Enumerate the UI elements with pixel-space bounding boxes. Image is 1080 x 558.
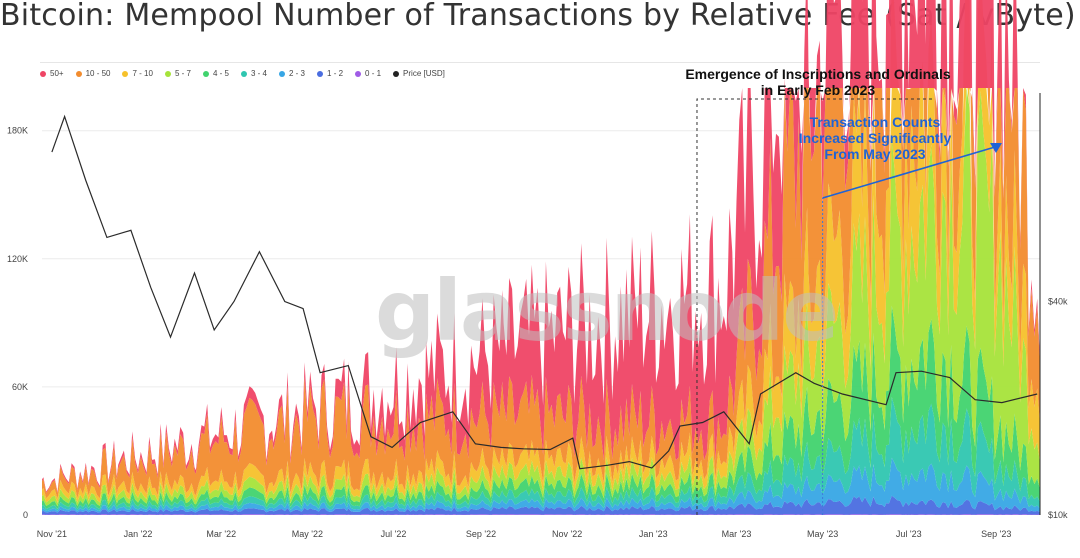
axes: 0 60K 120K 180K $10k $40k Nov '21 Jan '22 Mar '2… bbox=[7, 93, 1068, 539]
legend-dot-icon bbox=[75, 70, 82, 77]
y-left-tick-label: 180K bbox=[7, 126, 28, 136]
legend-item-10-50[interactable]: 10 - 50 bbox=[75, 69, 111, 78]
legend-dot-icon bbox=[164, 70, 171, 77]
annotation-line-3: From May 2023 bbox=[824, 146, 926, 162]
legend-label: Price [USD] bbox=[403, 69, 445, 78]
legend-dot-icon bbox=[279, 70, 285, 77]
legend-item-2-3[interactable]: 2 - 3 bbox=[279, 69, 305, 78]
trend-arrow-line bbox=[822, 146, 996, 199]
area-series-7-10 bbox=[42, 79, 1040, 503]
area-series-5-7 bbox=[42, 88, 1040, 507]
inscriptions-bracket bbox=[696, 98, 935, 515]
legend-dot-icon bbox=[393, 70, 400, 77]
legend-label: 10 - 50 bbox=[85, 69, 111, 78]
legend-label: 3 - 4 bbox=[250, 69, 267, 78]
annotation-line-2: in Early Feb 2023 bbox=[760, 82, 876, 98]
stacked-areas bbox=[42, 0, 1040, 515]
area-series-4-5 bbox=[42, 305, 1040, 509]
y-left-tick-label: 120K bbox=[7, 254, 28, 264]
x-tick-label: Jul '22 bbox=[381, 529, 407, 539]
legend-dot-icon bbox=[355, 70, 362, 77]
legend-item-3-4[interactable]: 3 - 4 bbox=[240, 69, 267, 78]
legend-item-4-5[interactable]: 4 - 5 bbox=[202, 69, 229, 78]
x-tick-label: Nov '21 bbox=[37, 529, 67, 539]
legend-item-5-7[interactable]: 5 - 7 bbox=[164, 69, 191, 78]
annotation-increase: Transaction Counts Increased Significant… bbox=[772, 114, 978, 162]
header-divider bbox=[40, 62, 1040, 63]
legend-label: 4 - 5 bbox=[212, 69, 229, 78]
x-tick-label: May '22 bbox=[292, 529, 323, 539]
y-left-tick-label: 60K bbox=[12, 382, 28, 392]
x-tick-label: Mar '23 bbox=[722, 529, 752, 539]
y-left-tick-label: 0 bbox=[23, 510, 28, 520]
area-series-2-3 bbox=[42, 457, 1040, 513]
legend-label: 50+ bbox=[50, 69, 64, 78]
legend-label: 0 - 1 bbox=[365, 69, 382, 78]
area-series-10-50 bbox=[42, 0, 1040, 499]
price-series-line bbox=[51, 114, 1038, 470]
x-tick-label: Jan '23 bbox=[639, 529, 668, 539]
legend-label: 1 - 2 bbox=[327, 69, 344, 78]
x-tick-label: Jul '23 bbox=[896, 529, 922, 539]
legend-label: 2 - 3 bbox=[289, 69, 306, 78]
x-tick-label: Sep '22 bbox=[466, 529, 496, 539]
legend-item-50plus[interactable]: 50+ bbox=[40, 69, 64, 78]
area-series-0-1 bbox=[42, 514, 1040, 515]
x-tick-label: Jan '22 bbox=[124, 529, 153, 539]
legend-item-0-1[interactable]: 0 - 1 bbox=[355, 69, 381, 78]
legend-dot-icon bbox=[240, 70, 247, 77]
area-series-3-4 bbox=[42, 396, 1040, 511]
x-tick-label: Nov '22 bbox=[552, 529, 582, 539]
legend-dot-icon bbox=[122, 70, 129, 77]
annotation-line-2: Increased Significantly bbox=[798, 130, 952, 146]
legend-dot-icon bbox=[40, 70, 46, 77]
legend-item-1-2[interactable]: 1 - 2 bbox=[317, 69, 343, 78]
legend-dot-icon bbox=[202, 70, 209, 77]
annotation-line-1: Emergence of Inscriptions and Ordinals bbox=[685, 66, 951, 82]
watermark-logo: glassnode bbox=[375, 262, 839, 360]
price-line bbox=[51, 114, 1038, 470]
annotation-lines bbox=[696, 98, 1002, 515]
annotation-line-1: Transaction Counts bbox=[809, 114, 941, 130]
area-series-1-2 bbox=[42, 495, 1040, 515]
y-right-tick-label: $10k bbox=[1048, 510, 1068, 520]
legend-dot-icon bbox=[317, 70, 324, 77]
x-tick-label: May '23 bbox=[807, 529, 838, 539]
trend-arrowhead-icon bbox=[990, 143, 1002, 153]
legend-label: 7 - 10 bbox=[132, 69, 153, 78]
annotation-inscriptions: Emergence of Inscriptions and Ordinals i… bbox=[660, 66, 976, 98]
legend-item-price[interactable]: Price [USD] bbox=[393, 69, 445, 78]
legend-item-7-10[interactable]: 7 - 10 bbox=[122, 69, 153, 78]
x-tick-label: Mar '22 bbox=[206, 529, 236, 539]
y-right-tick-label: $40k bbox=[1048, 297, 1068, 307]
x-tick-label: Sep '23 bbox=[981, 529, 1011, 539]
legend-label: 5 - 7 bbox=[174, 69, 191, 78]
chart-legend: 50+ 10 - 50 7 - 10 5 - 7 4 - 5 3 - 4 2 -… bbox=[40, 69, 445, 78]
area-series-50 bbox=[42, 0, 1040, 493]
